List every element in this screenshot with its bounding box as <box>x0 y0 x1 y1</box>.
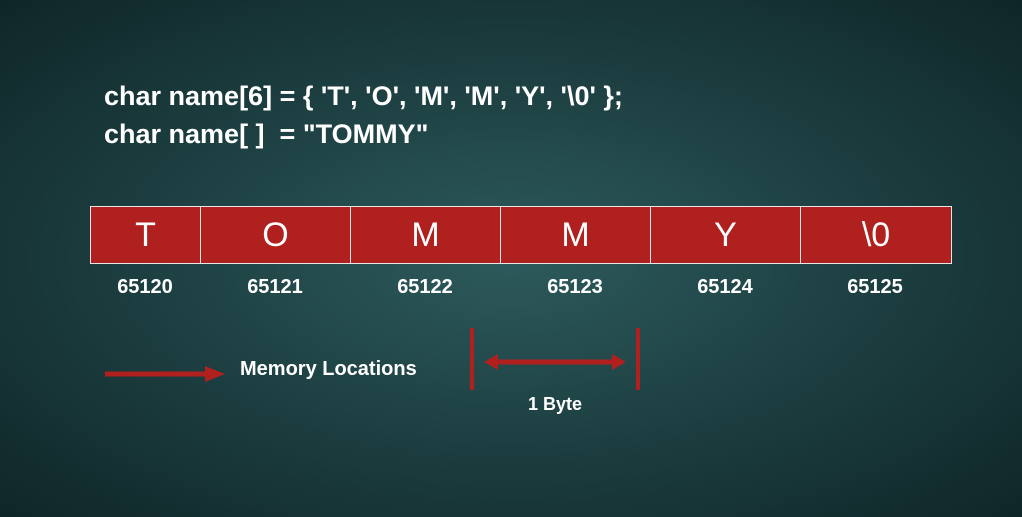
memory-cell: Y <box>651 207 801 263</box>
memory-cell: \0 <box>801 207 951 263</box>
memory-cell: O <box>201 207 351 263</box>
memory-address: 65120 <box>90 276 200 299</box>
code-line-2: char name[ ] = "TOMMY" <box>104 119 428 149</box>
memory-address: 65125 <box>800 276 950 299</box>
address-row: 651206512165122651236512465125 <box>90 276 950 299</box>
memory-address: 65123 <box>500 276 650 299</box>
memory-locations-arrow <box>105 364 225 389</box>
memory-address: 65124 <box>650 276 800 299</box>
arrow-double-icon <box>484 352 626 372</box>
code-line-1: char name[6] = { 'T', 'O', 'M', 'M', 'Y'… <box>104 81 623 111</box>
byte-bar-right <box>636 328 640 390</box>
memory-cell: T <box>91 207 201 263</box>
memory-cell: M <box>501 207 651 263</box>
memory-cells-row: TOMMY\0 <box>90 206 952 264</box>
arrow-right-icon <box>105 364 225 384</box>
one-byte-indicator: 1 Byte <box>470 328 640 418</box>
byte-bar-left <box>470 328 474 390</box>
memory-locations-label: Memory Locations <box>240 358 417 381</box>
memory-address: 65122 <box>350 276 500 299</box>
memory-cell: M <box>351 207 501 263</box>
memory-address: 65121 <box>200 276 350 299</box>
one-byte-label: 1 Byte <box>470 394 640 415</box>
code-declarations: char name[6] = { 'T', 'O', 'M', 'M', 'Y'… <box>104 78 623 154</box>
byte-double-arrow <box>484 352 626 377</box>
